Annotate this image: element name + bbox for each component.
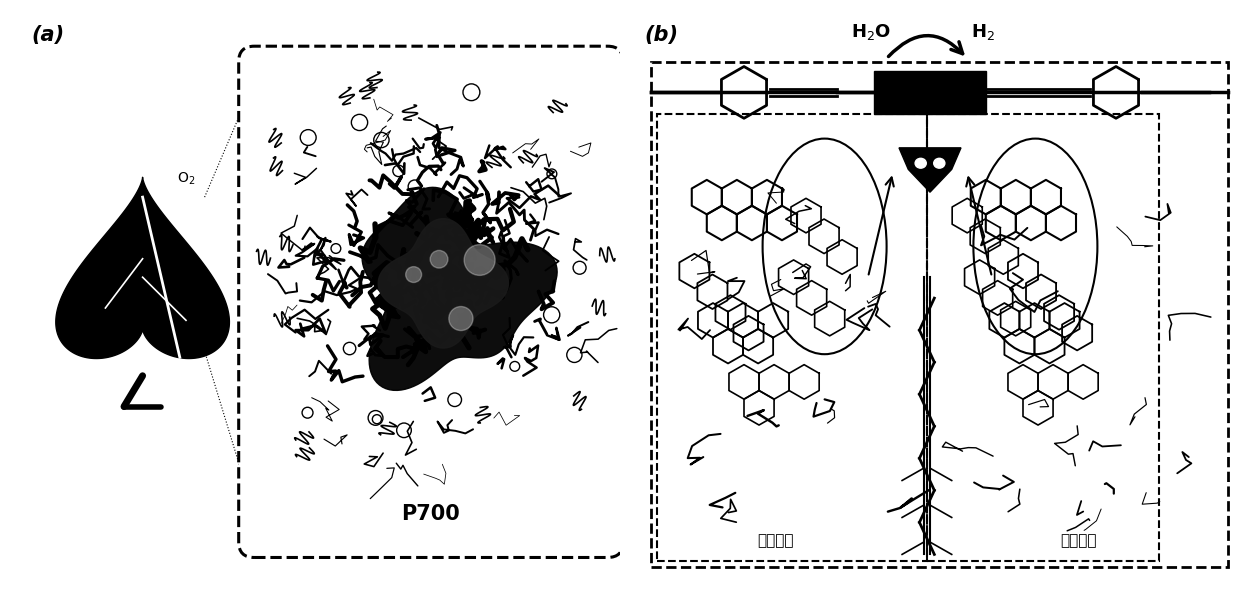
Circle shape <box>430 250 448 268</box>
Circle shape <box>464 245 495 275</box>
Circle shape <box>405 267 422 283</box>
Text: H$_2$: H$_2$ <box>971 22 994 41</box>
Text: (a): (a) <box>31 25 64 44</box>
Text: P700: P700 <box>402 505 460 524</box>
Text: 电子供体: 电子供体 <box>1060 533 1097 548</box>
Polygon shape <box>362 187 557 391</box>
Text: O$_2$: O$_2$ <box>177 171 195 187</box>
Polygon shape <box>378 219 508 348</box>
FancyBboxPatch shape <box>238 46 624 557</box>
FancyBboxPatch shape <box>651 62 1228 567</box>
Text: (b): (b) <box>645 25 678 44</box>
Polygon shape <box>899 148 961 192</box>
Ellipse shape <box>934 158 945 168</box>
Ellipse shape <box>915 158 926 168</box>
Circle shape <box>449 307 472 331</box>
Bar <box>874 71 986 114</box>
Text: H$_2$O: H$_2$O <box>851 22 892 41</box>
Polygon shape <box>56 177 229 359</box>
Text: 电子供体: 电子供体 <box>756 533 794 548</box>
